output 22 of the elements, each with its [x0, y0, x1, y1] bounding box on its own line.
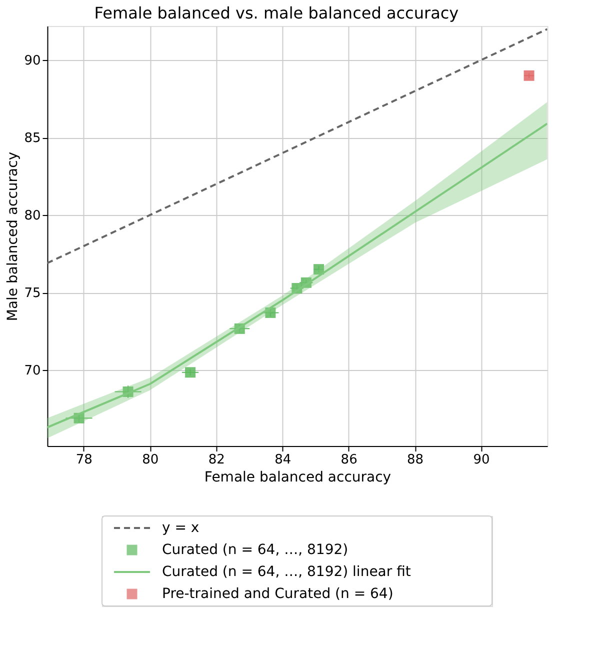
y-tick-label: 85	[24, 131, 41, 146]
legend-label: Pre-trained and Curated (n = 64)	[162, 586, 394, 602]
legend-label: Curated (n = 64, …, 8192)	[162, 542, 348, 558]
y-axis-title: Male balanced accuracy	[5, 152, 22, 322]
legend-label: Curated (n = 64, …, 8192) linear fit	[162, 564, 412, 580]
y-tick-label: 75	[24, 286, 41, 302]
x-tick-label: 84	[274, 452, 292, 468]
point	[524, 70, 534, 81]
x-tick-label: 88	[407, 452, 424, 468]
y-tick-label: 80	[24, 208, 41, 224]
chart-title: Female balanced vs. male balanced accuracy	[94, 4, 459, 22]
point	[185, 367, 196, 378]
x-tick-label: 90	[473, 452, 490, 468]
x-tick-label: 80	[142, 452, 159, 468]
legend-label: y = x	[162, 520, 200, 536]
x-axis-title: Female balanced accuracy	[204, 470, 392, 486]
point	[314, 264, 324, 275]
x-tick-label: 86	[340, 452, 358, 468]
x-tick-label: 78	[76, 452, 92, 468]
y-tick-label: 70	[24, 364, 41, 379]
x-tick-label: 82	[208, 452, 225, 468]
y-tick-label: 90	[24, 54, 41, 69]
